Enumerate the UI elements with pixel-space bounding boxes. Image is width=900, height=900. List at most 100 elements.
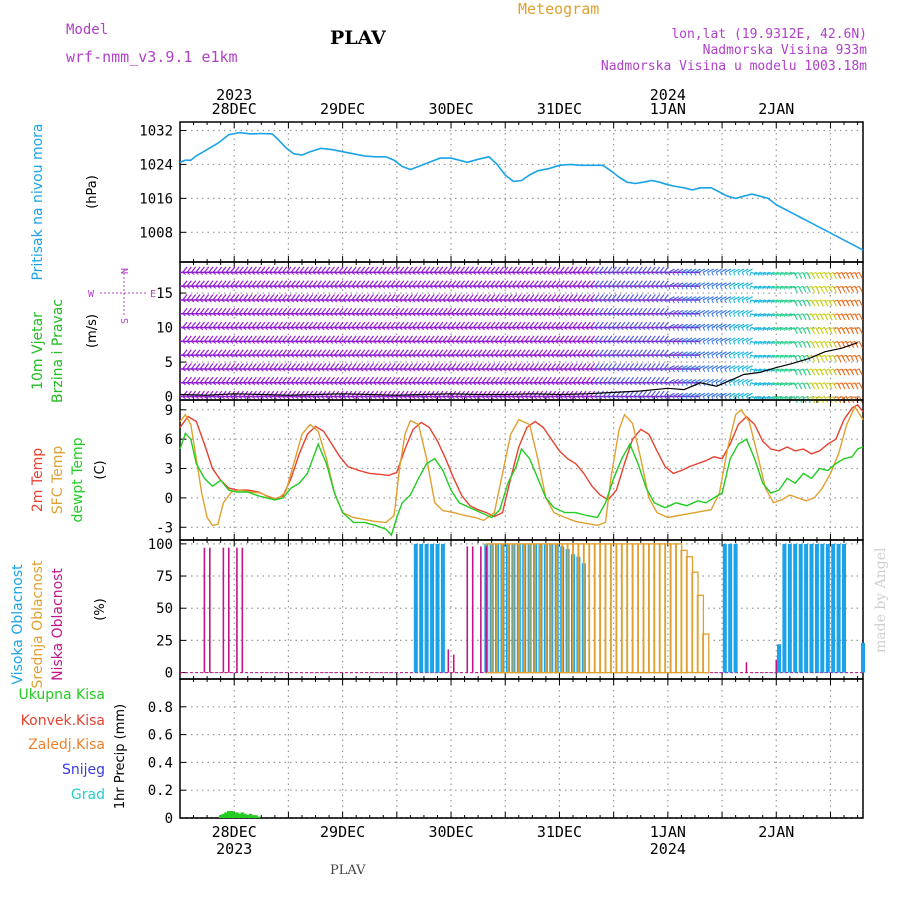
wind-barb-flag — [680, 341, 684, 345]
wind-barb — [446, 376, 453, 384]
wind-barb-flag — [855, 313, 860, 316]
wind-barb-flag — [779, 299, 782, 304]
wind-barb-flag — [295, 299, 299, 303]
wind-barb-flag — [834, 354, 838, 358]
wind-barb-flag — [546, 299, 551, 303]
wind-barb — [299, 390, 305, 397]
wind-barb — [836, 313, 842, 321]
wind-barb-flag — [494, 382, 499, 386]
wind-barb-flag — [520, 271, 525, 275]
wind-barb — [186, 266, 192, 273]
wind-barb — [689, 282, 697, 287]
wind-barb — [845, 272, 850, 279]
wind-barb — [529, 307, 535, 315]
wind-barb — [394, 363, 401, 370]
wind-barb — [277, 307, 283, 315]
wind-barb-flag — [407, 313, 412, 317]
wind-barb — [199, 294, 205, 301]
wind-barb — [720, 392, 727, 398]
wind-barb-flag — [442, 354, 446, 358]
wind-barb-flag — [230, 285, 234, 289]
wind-barb-flag — [256, 299, 260, 303]
wind-barb-flag — [542, 327, 546, 331]
wind-barb-flag — [325, 354, 329, 358]
wind-barb — [347, 335, 353, 342]
wind-barb-flag — [624, 271, 629, 275]
wind-barb-flag — [485, 382, 490, 386]
y-tick-label: 50 — [156, 601, 173, 617]
wind-barb — [559, 349, 565, 356]
wind-barb — [849, 382, 855, 390]
wind-barb — [325, 280, 331, 287]
wind-barb-flag — [598, 313, 603, 317]
wind-barb — [542, 280, 548, 287]
wind-barb-flag — [633, 368, 637, 372]
wind-barb — [659, 280, 665, 287]
wind-barb-flag — [368, 271, 373, 275]
wind-barb — [689, 309, 697, 315]
wind-barb — [425, 335, 431, 342]
wind-barb-flag — [286, 271, 290, 275]
wind-barb — [399, 266, 405, 273]
wind-barb-flag — [680, 299, 684, 304]
wind-barb — [286, 280, 292, 287]
wind-barb-flag — [230, 354, 234, 358]
wind-barb-flag — [728, 285, 732, 290]
y-tick-label: 25 — [156, 633, 173, 649]
wind-barb-flag — [303, 327, 308, 331]
wind-barb-flag — [851, 313, 856, 316]
wind-barb-flag — [702, 341, 706, 345]
wind-barb-flag — [351, 340, 355, 344]
wind-barb — [381, 390, 387, 397]
wind-barb-flag — [812, 396, 817, 399]
wind-barb — [277, 294, 283, 301]
wind-barb — [208, 280, 214, 287]
wind-barb — [472, 307, 479, 315]
wind-barb — [828, 272, 833, 279]
wind-barb-flag — [834, 299, 838, 302]
wind-barb-flag — [680, 354, 684, 359]
wind-barb — [351, 321, 357, 328]
wind-barb-flag — [199, 327, 204, 331]
wind-barb-flag — [225, 327, 230, 331]
wind-barb — [707, 296, 714, 301]
wind-barb-flag — [659, 354, 663, 358]
wind-barb — [342, 294, 348, 301]
wind-barb-flag — [642, 271, 646, 275]
wind-barb-flag — [442, 368, 446, 372]
compass-s: S — [120, 318, 131, 324]
wind-barb — [494, 335, 500, 342]
wind-barb — [628, 321, 635, 328]
wind-barb — [828, 327, 833, 335]
wind-barb — [212, 294, 218, 301]
wind-barb-flag — [264, 382, 269, 386]
wind-barb — [676, 392, 684, 398]
wind-barb-flag — [598, 285, 603, 289]
wind-barb-flag — [516, 299, 520, 303]
panel-frame — [179, 678, 864, 819]
wind-barb — [455, 280, 461, 287]
wind-barb — [633, 321, 639, 328]
wind-barb — [663, 335, 669, 342]
wind-barb-flag — [390, 271, 394, 275]
wind-barb-flag — [407, 271, 412, 275]
wind-barb-flag — [590, 354, 594, 358]
wind-barb-flag — [749, 286, 752, 290]
wind-barb — [238, 280, 244, 287]
wind-barb — [407, 363, 414, 370]
wind-barb — [681, 268, 688, 273]
wind-barb-flag — [347, 299, 351, 303]
wind-barb-flag — [838, 327, 843, 330]
wind-barb-flag — [594, 285, 598, 289]
wind-barb — [451, 363, 457, 370]
wind-barb — [286, 335, 292, 342]
wind-barb — [229, 307, 236, 315]
wind-barb — [485, 321, 492, 328]
wind-barb-flag — [537, 382, 542, 386]
wind-barb-flag — [766, 299, 769, 304]
wind-barb-flag — [737, 313, 740, 318]
wind-barb — [403, 349, 409, 356]
wind-barb-flag — [702, 272, 706, 276]
wind-barb-flag — [642, 313, 646, 317]
wind-barb-flag — [186, 313, 191, 317]
